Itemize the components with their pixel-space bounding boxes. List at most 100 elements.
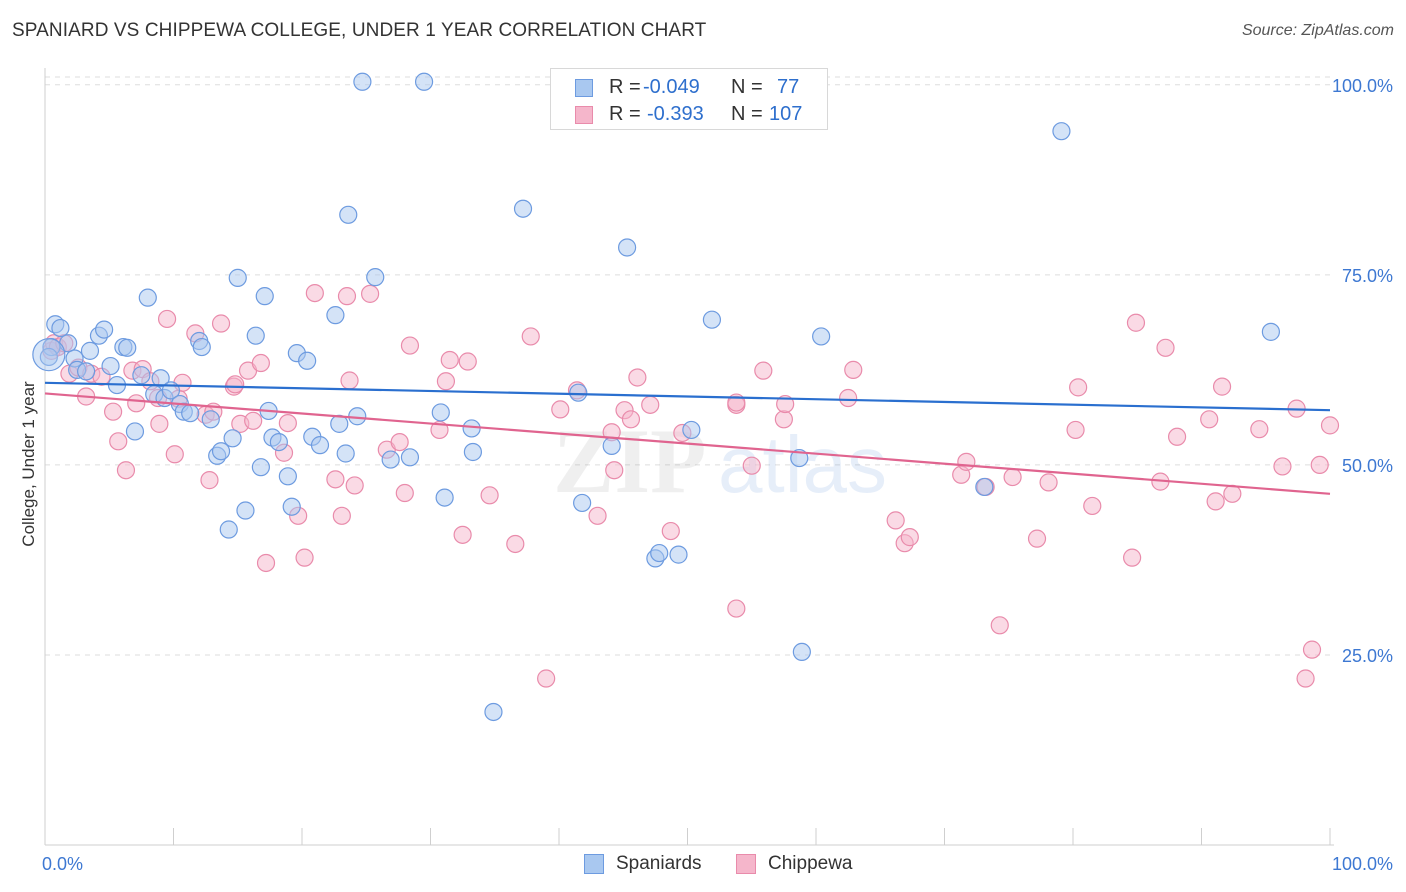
- chippewa-point: [521, 327, 540, 346]
- chippewa-point: [480, 486, 499, 505]
- chippewa-point: [361, 284, 380, 303]
- spaniards-point: [618, 238, 637, 257]
- chippewa-point: [839, 388, 858, 408]
- spaniards-point: [463, 442, 483, 462]
- spaniards-point: [246, 326, 265, 345]
- spaniards-point: [118, 338, 137, 357]
- spaniards-label: Spaniards: [616, 853, 702, 874]
- legend-r-value: -0.049: [643, 76, 700, 98]
- chippewa-point: [1003, 467, 1022, 487]
- spaniards-point: [255, 287, 274, 306]
- chippewa-point: [1039, 473, 1058, 492]
- chippewa-point: [326, 470, 345, 489]
- chippewa-point: [116, 461, 136, 480]
- chippewa-point: [295, 548, 314, 567]
- y-tick-label: 50.0%: [1342, 456, 1393, 476]
- chippewa-point: [742, 456, 761, 475]
- chippewa-point: [1156, 338, 1175, 357]
- chippewa-point: [1206, 492, 1225, 511]
- x-tick-label: 100.0%: [1332, 854, 1393, 874]
- chippewa-point: [621, 410, 641, 429]
- chippewa-point: [1296, 669, 1315, 688]
- chippewa-point: [256, 553, 276, 573]
- chippewa-point: [990, 616, 1009, 635]
- chippewa-point: [1310, 455, 1329, 475]
- spaniards-point: [435, 488, 454, 507]
- y-tick-label: 100.0%: [1332, 76, 1393, 96]
- spaniards-point: [310, 436, 330, 455]
- spaniards-point: [790, 448, 809, 468]
- chippewa-point: [551, 400, 570, 419]
- spaniards-point: [282, 497, 301, 516]
- chippewa-point: [1167, 427, 1187, 446]
- chippewa-point: [1083, 496, 1102, 516]
- chippewa-point: [395, 483, 414, 503]
- chippewa-point: [211, 314, 231, 333]
- grid-lines: [45, 76, 1330, 656]
- chippewa-point: [345, 476, 364, 495]
- chippewa-point: [1066, 420, 1085, 440]
- watermark: ZIP atlas: [553, 410, 887, 512]
- y-tick-label: 75.0%: [1342, 266, 1393, 286]
- chippewa-point: [588, 506, 607, 525]
- spaniards-point: [269, 432, 288, 452]
- spaniards-point: [192, 337, 211, 357]
- chippewa-point: [458, 352, 477, 371]
- chippewa-point: [226, 375, 245, 394]
- chippewa-point: [436, 372, 456, 391]
- spaniards-point: [702, 310, 722, 329]
- chippewa-trend-line: [44, 392, 1331, 495]
- legend-n-value: 107: [769, 103, 803, 125]
- chippewa-point: [1126, 313, 1146, 332]
- spaniards-point: [211, 442, 231, 461]
- legend-r-value: -0.393: [647, 103, 704, 125]
- legend-n-label: N =: [731, 76, 763, 98]
- chippewa-point: [1302, 640, 1322, 659]
- spaniards-point: [975, 477, 994, 497]
- chippewa-point: [1212, 377, 1232, 396]
- spaniards-point: [138, 288, 157, 307]
- legend-n-value: 77: [777, 76, 800, 98]
- chippewa-point: [1250, 420, 1269, 439]
- spaniards-point: [381, 450, 400, 469]
- spaniards-point: [151, 369, 170, 388]
- spaniards-trend-line: [44, 381, 1331, 412]
- chippewa-point: [727, 599, 746, 618]
- spaniards-cluster-point: [32, 338, 66, 372]
- spaniards-point: [414, 72, 434, 91]
- y-tick-label: 25.0%: [1342, 646, 1393, 666]
- chippewa-point: [776, 394, 795, 414]
- spaniards-point: [650, 543, 669, 563]
- spaniards-point: [366, 268, 385, 287]
- spaniards-point: [39, 347, 58, 367]
- spaniards-point: [201, 410, 220, 429]
- chippewa-point: [628, 368, 647, 387]
- chippewa-point: [641, 395, 660, 414]
- spaniards-point: [339, 205, 358, 224]
- chippewa-point: [390, 432, 409, 452]
- spaniards-point: [326, 306, 345, 325]
- chippewa-point: [127, 394, 146, 413]
- spaniards-point: [219, 520, 238, 539]
- chippewa-point: [165, 445, 184, 464]
- chippewa-point: [605, 461, 624, 480]
- chippewa-point: [774, 410, 793, 429]
- chippewa-point: [337, 287, 357, 306]
- spaniards-point: [223, 429, 242, 448]
- spaniards-point: [1052, 122, 1071, 141]
- spaniards-point: [132, 366, 151, 385]
- chippewa-point: [1200, 410, 1219, 429]
- chart-title: SPANIARD VS CHIPPEWA COLLEGE, UNDER 1 YE…: [12, 20, 707, 41]
- spaniards-point: [236, 501, 255, 520]
- spaniards-point: [353, 72, 372, 91]
- chippewa-point: [506, 534, 525, 554]
- chippewa-point: [200, 471, 219, 490]
- chippewa-point: [251, 353, 270, 373]
- spaniards-point: [669, 545, 688, 564]
- chippewa-point: [150, 414, 169, 433]
- spaniards-point: [125, 422, 145, 441]
- chippewa-point: [537, 669, 556, 688]
- spaniards-point: [400, 448, 420, 467]
- chippewa-point: [1223, 484, 1242, 503]
- chippewa-label: Chippewa: [768, 853, 853, 874]
